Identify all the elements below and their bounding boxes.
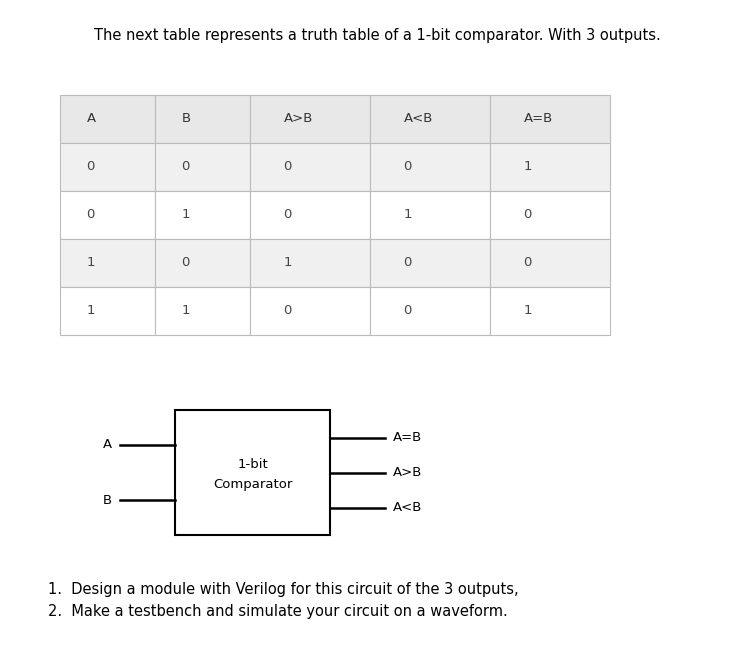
Text: B: B [182,112,191,126]
Bar [370,191,490,239]
Bar [175,410,330,535]
Bar [155,143,250,191]
Text: 0: 0 [524,209,532,221]
Text: Comparator: Comparator [213,478,292,491]
Text: 1: 1 [182,209,190,221]
Bar [60,287,155,335]
Bar [60,239,155,287]
Bar [250,143,370,191]
Bar [490,239,610,287]
Text: A=B: A=B [524,112,553,126]
Bar [490,287,610,335]
Text: 0: 0 [404,161,412,173]
Bar [250,287,370,335]
Text: A: A [87,112,96,126]
Bar [370,287,490,335]
Bar [490,143,610,191]
Text: 1: 1 [404,209,412,221]
Text: 0: 0 [284,209,292,221]
Text: 1: 1 [284,256,292,270]
Bar [60,143,155,191]
Text: 1.  Design a module with Verilog for this circuit of the 3 outputs,: 1. Design a module with Verilog for this… [48,582,519,597]
Bar [370,95,490,143]
Bar [155,239,250,287]
Text: 0: 0 [182,161,190,173]
Bar [250,95,370,143]
Text: A: A [103,438,112,452]
Text: The next table represents a truth table of a 1-bit comparator. With 3 outputs.: The next table represents a truth table … [94,28,661,43]
Bar [490,191,610,239]
Text: A<B: A<B [393,501,422,514]
Bar [370,143,490,191]
Bar [60,95,155,143]
Text: 0: 0 [284,304,292,318]
Text: 2.  Make a testbench and simulate your circuit on a waveform.: 2. Make a testbench and simulate your ci… [48,604,508,619]
Bar [490,95,610,143]
Bar [250,239,370,287]
Bar [155,95,250,143]
Text: 0: 0 [284,161,292,173]
Bar [155,191,250,239]
Text: A<B: A<B [404,112,433,126]
Text: A=B: A=B [393,431,422,444]
Text: 0: 0 [87,161,95,173]
Text: A>B: A>B [284,112,313,126]
Text: 0: 0 [182,256,190,270]
Text: 0: 0 [404,256,412,270]
Text: 0: 0 [404,304,412,318]
Text: 0: 0 [87,209,95,221]
Bar [370,239,490,287]
Text: 1: 1 [182,304,190,318]
Bar [155,287,250,335]
Text: 1: 1 [524,161,532,173]
Text: 0: 0 [524,256,532,270]
Text: B: B [103,494,112,506]
Bar [60,191,155,239]
Text: A>B: A>B [393,466,422,479]
Text: 1: 1 [87,304,95,318]
Text: 1: 1 [524,304,532,318]
Bar [250,191,370,239]
Text: 1: 1 [87,256,95,270]
Text: 1-bit: 1-bit [237,458,268,471]
